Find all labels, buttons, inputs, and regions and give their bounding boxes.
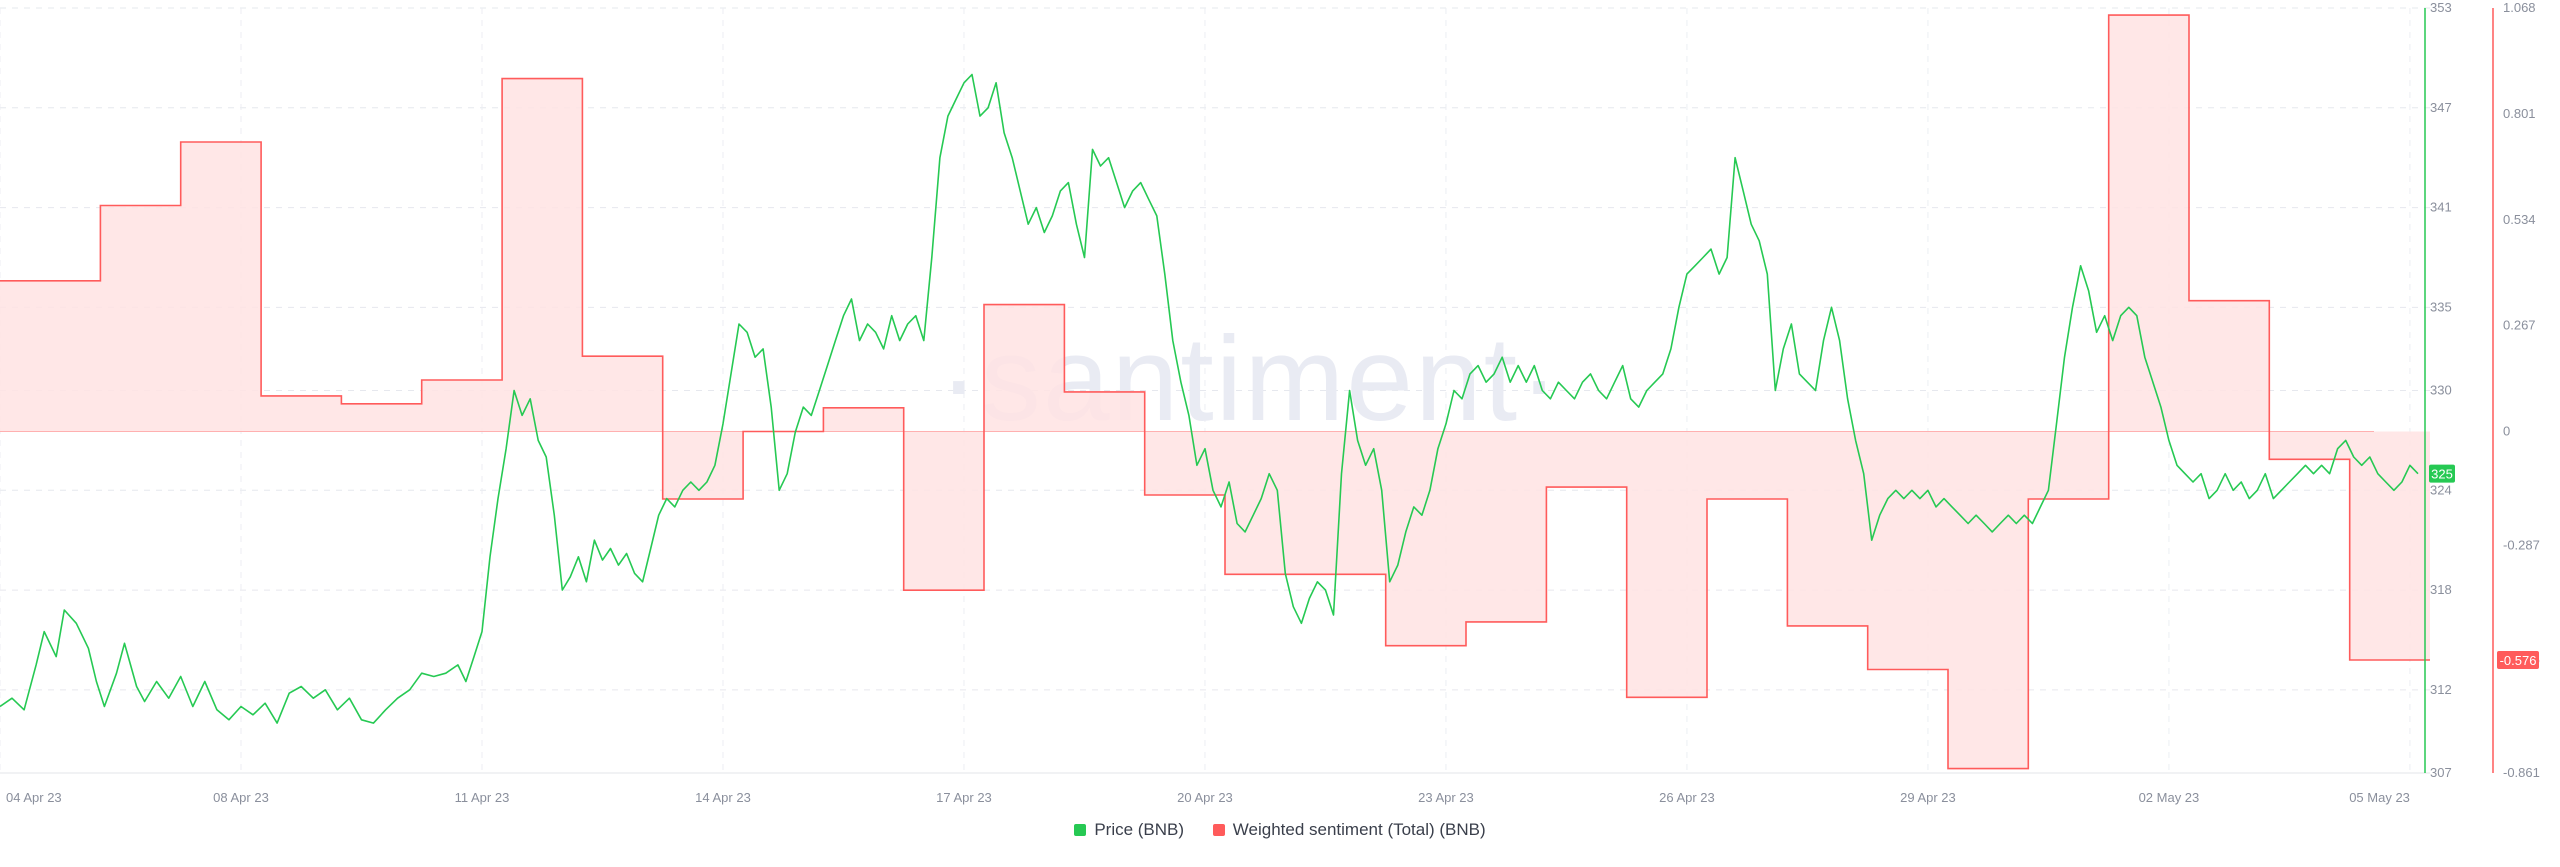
sentiment-tick-label: 0.534	[2503, 212, 2536, 227]
x-tick-label: 29 Apr 23	[1900, 790, 1956, 805]
sentiment-last-value: -0.576	[2500, 653, 2537, 668]
x-tick-label: 02 May 23	[2139, 790, 2200, 805]
sentiment-area	[0, 15, 2430, 769]
price-tick-label: 307	[2430, 765, 2452, 780]
x-tick-label: 20 Apr 23	[1177, 790, 1233, 805]
x-tick-label: 26 Apr 23	[1659, 790, 1715, 805]
price-tick-label: 341	[2430, 200, 2452, 215]
legend-label-sentiment: Weighted sentiment (Total) (BNB)	[1232, 820, 1486, 839]
x-tick-label: 11 Apr 23	[455, 790, 510, 805]
sentiment-tick-label: 0.267	[2503, 318, 2536, 333]
x-tick-label: 14 Apr 23	[695, 790, 751, 805]
x-tick-label: 08 Apr 23	[213, 790, 269, 805]
legend-item-sentiment[interactable]: Weighted sentiment (Total) (BNB)	[1212, 820, 1486, 840]
price-line	[0, 73, 2419, 724]
sentiment-last-badge	[2497, 650, 2539, 669]
sentiment-tick-label: -0.287	[2503, 537, 2540, 552]
price-tick-label: 330	[2430, 383, 2452, 398]
sentiment-tick-label: 1.068	[2503, 0, 2536, 15]
sentiment-tick-label: -0.861	[2503, 765, 2540, 780]
x-tick-label: 04 Apr 23	[6, 790, 62, 805]
sentiment-line	[0, 14, 2430, 770]
legend-item-price[interactable]: Price (BNB)	[1074, 820, 1184, 840]
price-tick-label: 324	[2430, 482, 2452, 497]
x-tick-label: 05 May 23	[2349, 790, 2410, 805]
price-last-value: 325	[2431, 467, 2453, 482]
legend-label-price: Price (BNB)	[1094, 820, 1185, 839]
price-tick-label: 318	[2430, 582, 2452, 597]
x-tick-label: 23 Apr 23	[1418, 790, 1474, 805]
price-tick-label: 335	[2430, 299, 2452, 314]
price-last-badge	[2429, 464, 2455, 483]
sentiment-tick-label: 0.801	[2503, 106, 2536, 121]
sentiment-tick-label: 0	[2503, 424, 2510, 439]
price-tick-label: 353	[2430, 0, 2452, 15]
sentiment-series	[0, 14, 2430, 770]
x-tick-label: 17 Apr 23	[936, 790, 992, 805]
axes: 04 Apr 23 08 Apr 23 11 Apr 23 14 Apr 23 17 A…	[0, 0, 2540, 805]
legend-swatch-price	[1074, 824, 1087, 836]
legend: Price (BNB) Weighted sentiment (Total) (…	[0, 820, 2560, 841]
price-series	[0, 73, 2419, 724]
legend-swatch-sentiment	[1212, 824, 1225, 836]
price-tick-label: 312	[2430, 682, 2452, 697]
price-tick-label: 347	[2430, 100, 2452, 115]
